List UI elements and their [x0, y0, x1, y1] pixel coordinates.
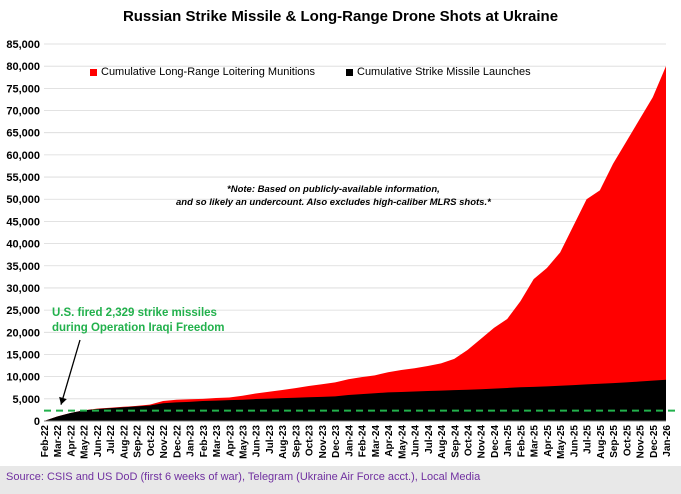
x-tick-label: Jun-25 — [569, 425, 580, 458]
y-tick-label: 20,000 — [6, 327, 40, 339]
x-tick-label: Nov-24 — [477, 425, 488, 459]
x-tick-label: Jul-24 — [424, 425, 435, 454]
x-tick-label: Jan-23 — [186, 425, 197, 457]
x-tick-label: Feb-23 — [199, 425, 210, 458]
legend-label: Cumulative Long-Range Loitering Munition… — [101, 66, 316, 78]
x-tick-label: Mar-24 — [371, 425, 382, 458]
x-tick-label: Sep-22 — [133, 425, 144, 458]
y-tick-label: 15,000 — [6, 349, 40, 361]
annotation-line: during Operation Iraqi Freedom — [52, 322, 225, 334]
y-tick-label: 40,000 — [6, 239, 40, 251]
x-tick-label: Aug-23 — [278, 425, 289, 459]
x-tick-label: Nov-23 — [318, 425, 329, 459]
x-tick-label: May-24 — [397, 425, 408, 459]
y-tick-label: 25,000 — [6, 305, 40, 317]
series-area-loitering-munitions — [44, 66, 666, 422]
legend-item-strike-missiles: Cumulative Strike Missile Launches — [346, 66, 531, 78]
y-gridlines — [44, 43, 666, 422]
source-background — [0, 466, 681, 494]
y-tick-label: 65,000 — [6, 128, 40, 140]
y-tick-label: 45,000 — [6, 216, 40, 228]
x-tick-label: Apr-23 — [225, 425, 236, 457]
x-tick-label: Dec-22 — [172, 425, 183, 458]
legend-swatch-black — [346, 68, 353, 76]
y-tick-label: 5,000 — [12, 394, 40, 406]
source-text: Source: CSIS and US DoD (first 6 weeks o… — [6, 471, 481, 483]
x-tick-label: Dec-24 — [490, 425, 501, 458]
x-tick-label: Oct-25 — [622, 425, 633, 457]
legend-swatch-red — [90, 68, 97, 76]
x-tick-label: Jun-24 — [411, 425, 422, 458]
x-tick-label: Jun-23 — [252, 425, 263, 458]
x-tick-label: Sep-25 — [609, 425, 620, 458]
note-line: and so likely an undercount. Also exclud… — [176, 197, 491, 208]
y-tick-label: 0 — [34, 416, 40, 428]
x-tick-label: Jan-24 — [344, 425, 355, 457]
x-tick-label: Apr-22 — [66, 425, 77, 457]
x-tick-label: Sep-24 — [450, 425, 461, 458]
x-tick-label: Apr-24 — [384, 425, 395, 457]
note-line: *Note: Based on publicly-available infor… — [227, 184, 440, 195]
y-tick-label: 70,000 — [6, 106, 40, 118]
y-tick-label: 35,000 — [6, 261, 40, 273]
x-tick-label: Aug-22 — [119, 425, 130, 459]
legend-label: Cumulative Strike Missile Launches — [357, 66, 531, 78]
x-tick-label: Jan-25 — [503, 425, 514, 457]
x-tick-label: Feb-25 — [516, 425, 527, 458]
y-tick-label: 60,000 — [6, 150, 40, 162]
x-tick-label: Mar-22 — [53, 425, 64, 458]
y-axis: 0 5,000 10,000 15,000 20,000 25,000 30,000 35,0… — [6, 39, 40, 428]
x-tick-label: Jul-25 — [583, 425, 594, 454]
x-tick-label: Jul-22 — [106, 425, 117, 454]
reference-annotation: U.S. fired 2,329 strike missiles during … — [52, 306, 225, 336]
x-tick-label: Nov-25 — [636, 425, 647, 459]
x-tick-label: May-23 — [239, 425, 250, 459]
y-tick-label: 10,000 — [6, 372, 40, 384]
x-tick-label: Oct-24 — [463, 425, 474, 457]
y-tick-label: 85,000 — [6, 39, 40, 51]
x-tick-label: Oct-22 — [146, 425, 157, 457]
chart-title: Russian Strike Missile & Long-Range Dron… — [122, 8, 559, 25]
x-tick-label: Nov-22 — [159, 425, 170, 459]
x-tick-label: Feb-24 — [358, 425, 369, 458]
reference-arrow-head — [59, 396, 67, 405]
series-area-strike-missiles — [44, 379, 666, 421]
source-footer: Source: CSIS and US DoD (first 6 weeks o… — [0, 466, 681, 494]
x-tick-label: Apr-25 — [543, 425, 554, 457]
y-tick-label: 50,000 — [6, 194, 40, 206]
chart-note: *Note: Based on publicly-available infor… — [176, 183, 491, 209]
x-tick-label: Dec-25 — [649, 425, 660, 458]
x-tick-label: Feb-22 — [40, 425, 51, 458]
x-tick-label: May-22 — [80, 425, 91, 459]
x-tick-label: Jun-22 — [93, 425, 104, 458]
x-tick-label: Oct-23 — [305, 425, 316, 457]
x-tick-label: May-25 — [556, 425, 567, 459]
y-tick-label: 30,000 — [6, 283, 40, 295]
x-tick-label: Jan-26 — [662, 425, 673, 457]
x-tick-label: Aug-25 — [596, 425, 607, 459]
x-tick-label: Dec-23 — [331, 425, 342, 458]
x-axis: Feb-22 Mar-22 Apr-22 May-22 Jun-22 Jul-22 Aug-… — [40, 420, 673, 459]
legend-item-loitering-munitions: Cumulative Long-Range Loitering Munition… — [90, 66, 315, 78]
x-tick-label: Sep-23 — [291, 425, 302, 458]
x-tick-label: Mar-23 — [212, 425, 223, 458]
y-tick-label: 80,000 — [6, 61, 40, 73]
x-tick-label: Jul-23 — [265, 425, 276, 454]
y-tick-label: 75,000 — [6, 83, 40, 95]
x-tick-label: Aug-24 — [437, 425, 448, 459]
x-tick-label: Mar-25 — [530, 425, 541, 458]
annotation-line: U.S. fired 2,329 strike missiles — [52, 307, 217, 319]
y-tick-label: 55,000 — [6, 172, 40, 184]
reference-arrow — [60, 339, 81, 405]
